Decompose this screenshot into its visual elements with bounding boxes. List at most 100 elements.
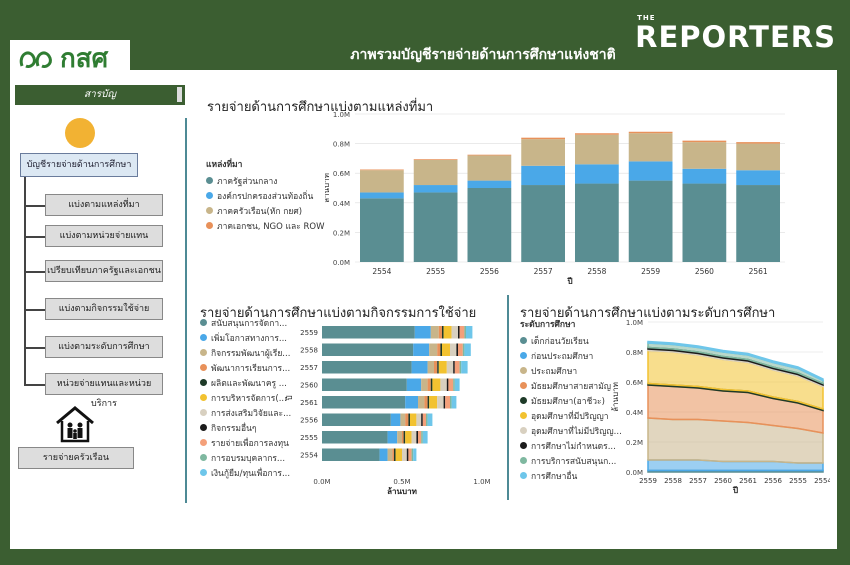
bar-segment[interactable] xyxy=(408,413,410,427)
c3-legend-item[interactable]: อุดมศึกษาที่ไม่มีปริญญ... xyxy=(520,423,622,438)
bar-segment[interactable] xyxy=(413,159,458,186)
bar-segment[interactable] xyxy=(467,180,512,188)
bar-segment[interactable] xyxy=(322,396,406,409)
c2-legend-item[interactable]: การบริหารจัดการ(... xyxy=(200,390,291,405)
bar-segment[interactable] xyxy=(413,343,430,357)
bar-segment[interactable] xyxy=(446,378,449,392)
bar-segment[interactable] xyxy=(427,413,433,427)
bar-segment[interactable] xyxy=(448,378,454,392)
bar-segment[interactable] xyxy=(390,413,401,427)
c2-legend-item[interactable]: สนับสนุนการจัดกา... xyxy=(200,315,291,330)
bar-segment[interactable] xyxy=(437,396,444,409)
bar-segment[interactable] xyxy=(405,396,418,409)
bar-segment[interactable] xyxy=(411,361,428,374)
c2-legend-item[interactable]: รายจ่ายเพื่อการลงทุน xyxy=(200,435,291,450)
c2-legend-item[interactable]: การส่งเสริมวิจัยและ... xyxy=(200,405,291,420)
bar-segment[interactable] xyxy=(440,378,447,392)
bar-segment[interactable] xyxy=(360,198,404,262)
bar-segment[interactable] xyxy=(682,183,727,262)
bar-segment[interactable] xyxy=(424,396,428,409)
bar-segment[interactable] xyxy=(322,378,407,392)
bar-segment[interactable] xyxy=(413,192,458,262)
bar-segment[interactable] xyxy=(467,154,512,156)
bar-segment[interactable] xyxy=(443,326,452,339)
bar-segment[interactable] xyxy=(429,396,438,409)
c3-legend-item[interactable]: เด็กก่อนวัยเรียน xyxy=(520,333,622,348)
c3-legend-item[interactable]: การศึกษาอื่น xyxy=(520,468,622,483)
bar-segment[interactable] xyxy=(628,133,673,162)
bar-segment[interactable] xyxy=(405,413,409,427)
bar-segment[interactable] xyxy=(408,448,412,462)
bar-segment[interactable] xyxy=(454,361,460,374)
bar-segment[interactable] xyxy=(418,396,425,409)
bar-segment[interactable] xyxy=(427,361,434,374)
bar-segment[interactable] xyxy=(575,164,619,184)
bar-segment[interactable] xyxy=(395,448,402,462)
nav-by-level[interactable]: แบ่งตามระดับการศึกษา xyxy=(45,336,163,358)
c2-legend-item[interactable]: กิจกรรมพัฒนาผู้เรีย... xyxy=(200,345,291,360)
c1-legend-item[interactable]: องค์กรปกครองส่วนท้องถิ่น xyxy=(206,188,325,203)
c3-legend-item[interactable]: ประถมศึกษา xyxy=(520,363,622,378)
bar-segment[interactable] xyxy=(426,413,428,427)
bar-segment[interactable] xyxy=(413,448,417,462)
c3-legend-item[interactable]: ก่อนประถมศึกษา xyxy=(520,348,622,363)
bar-segment[interactable] xyxy=(392,448,394,462)
bar-segment[interactable] xyxy=(521,139,565,166)
bar-segment[interactable] xyxy=(360,170,404,193)
bar-segment[interactable] xyxy=(442,326,444,339)
bar-segment[interactable] xyxy=(432,378,441,392)
bar-segment[interactable] xyxy=(451,326,458,339)
c2-legend-item[interactable]: กิจกรรมอื่นๆ xyxy=(200,420,291,435)
bar-segment[interactable] xyxy=(575,133,619,135)
area-series[interactable] xyxy=(647,340,824,382)
nav-by-source[interactable]: แบ่งตามแหล่งที่มา xyxy=(45,194,163,216)
bar-segment[interactable] xyxy=(466,326,473,339)
bar-segment[interactable] xyxy=(467,155,512,181)
bar-segment[interactable] xyxy=(456,343,458,357)
bar-segment[interactable] xyxy=(322,326,415,339)
bar-segment[interactable] xyxy=(421,431,423,444)
bar-segment[interactable] xyxy=(575,134,619,165)
bar-segment[interactable] xyxy=(464,326,466,339)
bar-segment[interactable] xyxy=(322,361,412,374)
bar-segment[interactable] xyxy=(434,361,438,374)
bar-segment[interactable] xyxy=(322,413,391,427)
bar-segment[interactable] xyxy=(682,168,727,184)
bar-segment[interactable] xyxy=(459,361,462,374)
bar-segment[interactable] xyxy=(400,413,406,427)
bar-segment[interactable] xyxy=(467,188,512,262)
bar-segment[interactable] xyxy=(322,343,414,357)
bar-segment[interactable] xyxy=(462,343,465,357)
c2-legend-item[interactable]: ผลิตและพัฒนาครู ... xyxy=(200,375,291,390)
c3-legend-item[interactable]: มัธยมศึกษาสายสามัญ xyxy=(520,378,622,393)
bar-segment[interactable] xyxy=(521,137,565,140)
bar-segment[interactable] xyxy=(422,413,426,427)
bar-segment[interactable] xyxy=(440,343,442,357)
bar-segment[interactable] xyxy=(411,431,417,444)
bar-segment[interactable] xyxy=(628,131,673,134)
bar-segment[interactable] xyxy=(453,361,455,374)
bar-segment[interactable] xyxy=(411,448,414,462)
nav-public-private[interactable]: เปรียบเทียบภาครัฐและเอกชน xyxy=(45,260,163,282)
c1-legend-item[interactable]: ภาคเอกชน, NGO และ ROW xyxy=(206,218,325,233)
bar-segment[interactable] xyxy=(450,396,452,409)
c2-legend-item[interactable]: เงินกู้ยืม/ทุนเพื่อการ... xyxy=(200,465,291,480)
bar-segment[interactable] xyxy=(458,343,463,357)
nav-by-activity[interactable]: แบ่งตามกิจกรรมใช้จ่าย xyxy=(45,298,163,320)
bar-segment[interactable] xyxy=(387,431,398,444)
c3-legend-item[interactable]: มัธยมศึกษา(อาชีวะ) xyxy=(520,393,622,408)
bar-segment[interactable] xyxy=(682,140,727,143)
bar-segment[interactable] xyxy=(413,159,458,160)
bar-segment[interactable] xyxy=(628,161,673,181)
nav-by-agent[interactable]: แบ่งตามหน่วยจ่ายแทน xyxy=(45,225,163,247)
c3-legend-item[interactable]: อุดมศึกษาที่มีปริญญา xyxy=(520,408,622,423)
toc-header[interactable]: สารบัญ xyxy=(15,85,185,105)
bar-segment[interactable] xyxy=(450,343,457,357)
bar-segment[interactable] xyxy=(575,183,619,262)
c3-legend-item[interactable]: การบริการสนับสนุนก... xyxy=(520,453,622,468)
bar-segment[interactable] xyxy=(418,431,422,444)
bar-segment[interactable] xyxy=(442,343,450,357)
bar-segment[interactable] xyxy=(736,143,780,171)
bar-segment[interactable] xyxy=(430,378,433,392)
bar-segment[interactable] xyxy=(402,431,404,444)
